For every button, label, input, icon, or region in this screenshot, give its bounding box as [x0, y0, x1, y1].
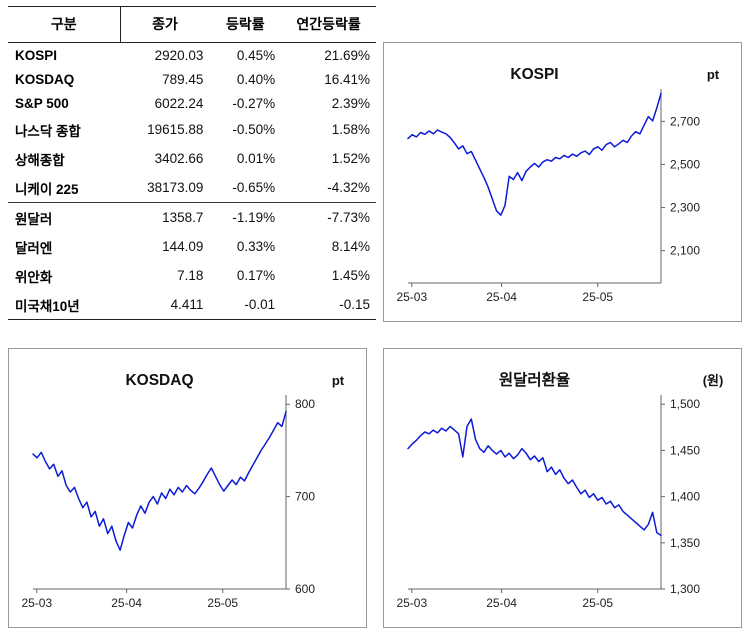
chart-unit-label: (원) [703, 373, 724, 388]
row-value-change: 0.17% [236, 268, 276, 283]
row-label: 위안화 [15, 269, 53, 285]
row-label: 상해종합 [15, 152, 65, 168]
x-tick-label: 25-03 [396, 596, 427, 610]
row-label: 니케이 225 [15, 181, 79, 197]
table-row: 위안화 7.18 0.17% 1.45% [8, 261, 376, 290]
row-value-annual: -7.73% [281, 202, 376, 232]
x-tick-label: 25-04 [111, 596, 142, 610]
row-value-change: -0.01 [209, 290, 282, 320]
y-tick-label: 1,350 [670, 536, 700, 550]
table-row: 미국채10년 4.411 -0.01 -0.15 [8, 290, 376, 320]
usdkrw-chart-panel: 원달러환율 (원) 1,300 1,350 1,400 1,450 1,500 25-03 25… [383, 348, 742, 628]
row-value-annual: -0.15 [281, 290, 376, 320]
row-value-close: 4.411 [120, 290, 210, 320]
y-tick-label: 1,300 [670, 582, 700, 596]
table-row: KOSPI 2920.03 0.45% 21.69% [8, 43, 376, 68]
row-value-change: 0.45% [236, 47, 276, 63]
row-value-change: 0.01% [236, 151, 276, 166]
row-label: KOSPI [15, 47, 58, 63]
row-value-change: 0.40% [236, 71, 276, 87]
y-tick-label: 2,300 [670, 201, 700, 215]
row-value-annual: 1.45% [331, 268, 370, 283]
row-label: 나스닥 종합 [15, 123, 81, 139]
x-tick-label: 25-03 [21, 596, 52, 610]
row-value-annual: 1.52% [331, 151, 370, 166]
column-header: 등락률 [209, 6, 282, 43]
market-table: 구분 종가 등락률 연간등락률 KOSPI 2920.03 0.45% 21.69% KOSD… [8, 6, 376, 320]
y-tick-label: 2,700 [670, 114, 700, 128]
chart-unit-label: pt [332, 373, 345, 388]
y-tick-label: 1,400 [670, 490, 700, 504]
market-table-head: 구분 종가 등락률 연간등락률 [8, 6, 376, 43]
row-value-change: -0.50% [232, 122, 276, 137]
kosdaq-chart-panel: KOSDAQ pt 600 700 800 25-03 25-04 25-05 [8, 348, 367, 628]
chart-title: 원달러환율 [499, 370, 570, 389]
row-value-close: 144.09 [162, 239, 204, 254]
row-label: 달러엔 [15, 240, 53, 256]
row-label: 원달러 [8, 202, 120, 232]
x-tick-label: 25-04 [486, 290, 517, 304]
table-row: 달러엔 144.09 0.33% 8.14% [8, 232, 376, 261]
chart-svg: 원달러환율 (원) 1,300 1,350 1,400 1,450 1,500 25-03 25… [396, 370, 724, 610]
chart-unit-label: pt [707, 67, 720, 82]
row-value-change: -1.19% [209, 202, 282, 232]
kospi-chart-panel: KOSPI pt 2,100 2,300 2,500 2,700 25-03 25-04 25-… [383, 42, 742, 322]
row-value-annual: 16.41% [324, 71, 370, 87]
y-tick-label: 600 [295, 582, 315, 596]
x-tick-label: 25-05 [207, 596, 238, 610]
row-value-change: 0.33% [236, 239, 276, 254]
price-line [407, 418, 662, 537]
y-tick-label: 800 [295, 397, 315, 411]
row-value-annual: 8.14% [331, 239, 370, 254]
table-row: 상해종합 3402.66 0.01% 1.52% [8, 144, 376, 173]
row-value-close: 1358.7 [120, 202, 210, 232]
x-tick-label: 25-05 [582, 596, 613, 610]
column-header: 구분 [8, 6, 121, 43]
row-value-change: -0.65% [232, 180, 276, 195]
row-value-change: -0.27% [232, 95, 276, 111]
row-label: S&P 500 [15, 95, 69, 111]
y-tick-label: 700 [295, 490, 315, 504]
row-label: KOSDAQ [15, 71, 75, 87]
chart-svg: KOSPI pt 2,100 2,300 2,500 2,700 25-03 25-04 25-… [396, 66, 720, 304]
row-value-close: 7.18 [177, 268, 204, 283]
price-line [407, 92, 662, 216]
y-tick-label: 1,500 [670, 397, 700, 411]
x-tick-label: 25-03 [396, 290, 427, 304]
y-tick-label: 2,500 [670, 157, 700, 171]
header-row: 구분 종가 등락률 연간등락률 [8, 6, 376, 43]
x-tick-label: 25-04 [486, 596, 517, 610]
row-value-close: 2920.03 [154, 47, 204, 63]
table-row: 니케이 225 38173.09 -0.65% -4.32% [8, 173, 376, 203]
y-tick-label: 2,100 [670, 244, 700, 258]
chart-title: KOSPI [510, 66, 558, 83]
row-value-close: 38173.09 [147, 180, 204, 195]
row-value-close: 3402.66 [154, 151, 204, 166]
market-table-body: KOSPI 2920.03 0.45% 21.69% KOSDAQ 789.45 0.40%… [8, 43, 376, 320]
row-value-close: 19615.88 [147, 122, 204, 137]
row-value-close: 6022.24 [154, 95, 204, 111]
chart-title: KOSDAQ [125, 372, 193, 389]
column-header: 연간등락률 [281, 6, 376, 43]
table-row: S&P 500 6022.24 -0.27% 2.39% [8, 91, 376, 115]
row-value-annual: 2.39% [331, 95, 370, 111]
table-row: 나스닥 종합 19615.88 -0.50% 1.58% [8, 115, 376, 144]
price-line [32, 410, 287, 551]
row-value-annual: 1.58% [331, 122, 370, 137]
table-row: KOSDAQ 789.45 0.40% 16.41% [8, 67, 376, 91]
market-summary-panel: 구분 종가 등락률 연간등락률 KOSPI 2920.03 0.45% 21.69% KOSD… [8, 6, 376, 320]
column-header: 종가 [120, 6, 210, 43]
chart-svg: KOSDAQ pt 600 700 800 25-03 25-04 25-05 [21, 372, 345, 610]
row-label: 미국채10년 [8, 290, 120, 320]
row-value-annual: -4.32% [327, 180, 370, 195]
y-tick-label: 1,450 [670, 443, 700, 457]
row-value-annual: 21.69% [324, 47, 370, 63]
x-tick-label: 25-05 [582, 290, 613, 304]
table-row: 원달러 1358.7 -1.19% -7.73% [8, 202, 376, 232]
row-value-close: 789.45 [162, 71, 204, 87]
